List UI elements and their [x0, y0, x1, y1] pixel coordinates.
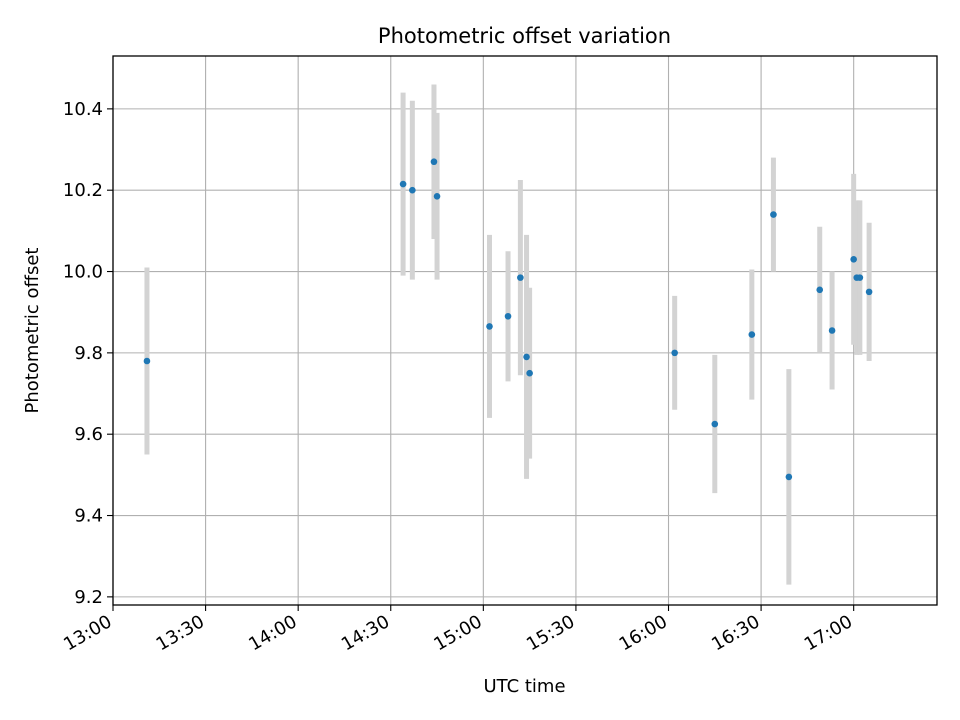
data-point: [711, 420, 719, 428]
data-point: [816, 286, 824, 294]
data-point: [850, 256, 857, 263]
x-axis-label: UTC time: [483, 676, 565, 697]
x-tick-label: 14:30: [338, 611, 393, 655]
data-point: [433, 193, 441, 200]
data-point: [504, 312, 512, 320]
y-tick-label: 9.4: [74, 506, 103, 527]
data-point: [770, 211, 777, 218]
data-point: [865, 288, 873, 296]
x-tick-label: 15:00: [430, 611, 485, 655]
x-tick-label: 13:00: [60, 611, 115, 655]
y-tick-label: 10.0: [63, 262, 103, 283]
y-tick-label: 9.8: [74, 343, 103, 364]
data-point: [409, 186, 416, 194]
x-tick-label: 13:30: [153, 611, 208, 655]
data-point: [523, 353, 530, 361]
y-axis-label: Photometric offset: [22, 248, 43, 414]
y-tick-label: 9.2: [74, 587, 103, 608]
data-point: [143, 357, 151, 365]
data-point: [856, 274, 864, 281]
x-axis-ticks: 13:00 13:30 14:00 14:30 15:00 15:30 16:00 16:30…: [60, 605, 856, 655]
data-point: [486, 323, 493, 330]
x-tick-label: 14:00: [245, 611, 300, 655]
y-tick-label: 9.6: [74, 424, 103, 445]
x-tick-label: 15:30: [523, 611, 578, 655]
plot-frame: [112, 55, 938, 606]
x-tick-label: 16:30: [708, 611, 763, 655]
y-tick-label: 10.2: [63, 180, 103, 201]
x-tick-label: 16:00: [616, 611, 671, 655]
data-point: [430, 158, 438, 166]
data-point: [828, 327, 836, 334]
data-points: [143, 158, 873, 481]
data-point: [748, 331, 756, 338]
data-point: [517, 274, 524, 281]
data-point: [785, 473, 793, 481]
y-tick-label: 10.4: [63, 99, 103, 120]
data-point: [526, 369, 533, 377]
y-axis-ticks: 9.2 9.4 9.6 9.8 10.0 10.2 10.4: [63, 99, 113, 608]
data-point: [399, 180, 407, 188]
x-tick-label: 17:00: [801, 611, 856, 655]
data-point: [671, 349, 678, 357]
chart-title: Photometric offset variation: [378, 24, 671, 48]
